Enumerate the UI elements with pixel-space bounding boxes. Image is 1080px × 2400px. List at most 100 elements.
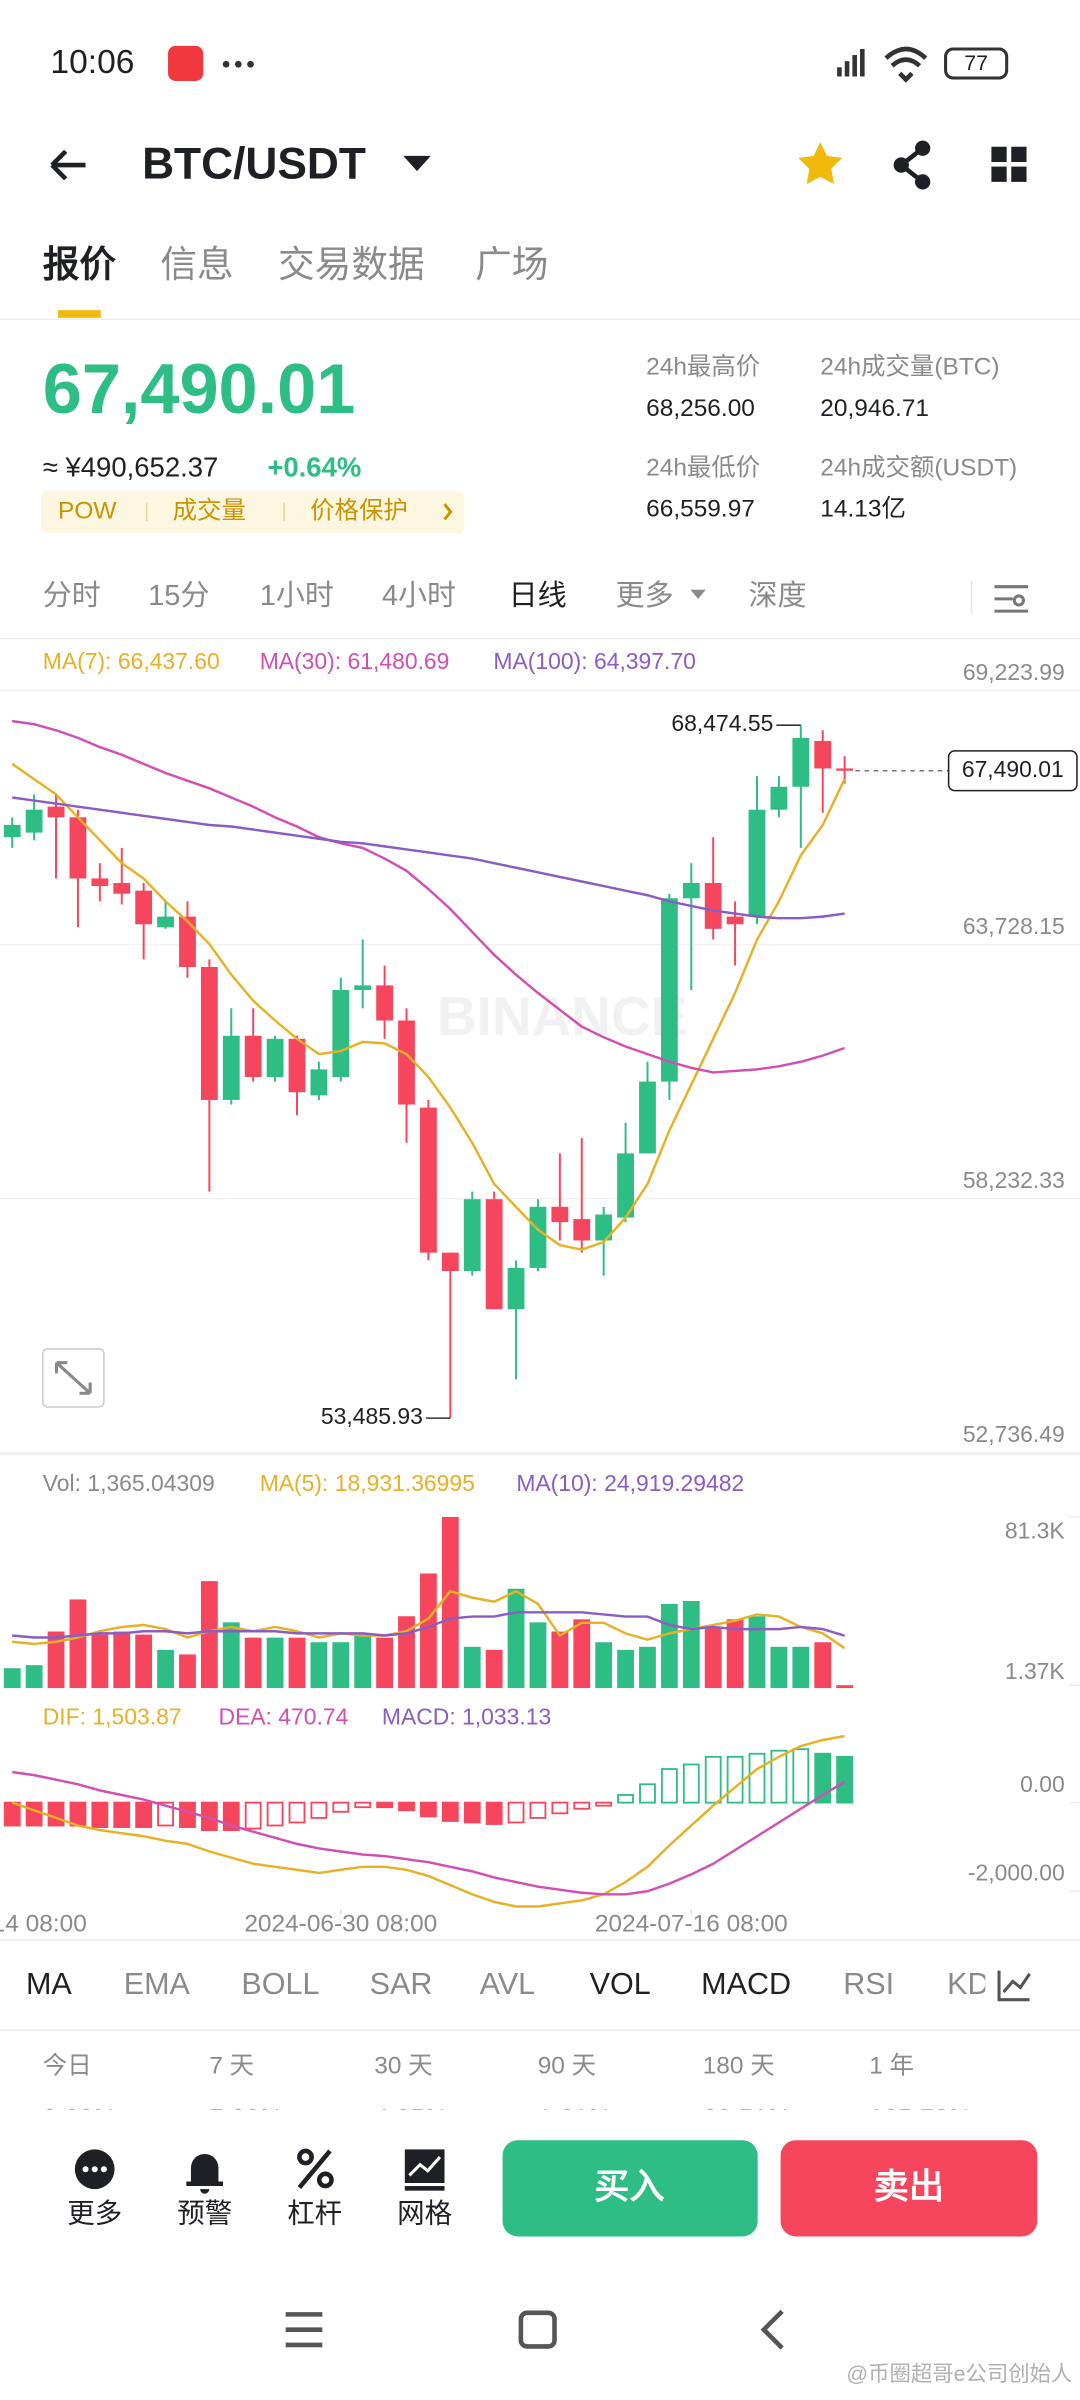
action-label[interactable]: 更多 [67, 2197, 122, 2228]
action-label[interactable]: 预警 [177, 2197, 232, 2228]
indicator-tab[interactable]: SAR [370, 1967, 433, 2001]
volume-bar [704, 1626, 722, 1689]
tag[interactable]: 价格保护 [310, 496, 408, 524]
tag[interactable]: POW [58, 497, 116, 524]
macd-bar [376, 1801, 394, 1809]
action-label[interactable]: 杠杆 [287, 2197, 342, 2228]
expand-button[interactable] [42, 1348, 105, 1408]
perf-value: 0.63% [43, 2103, 117, 2133]
macd-bar [354, 1801, 372, 1809]
sell-button[interactable] [780, 2140, 1038, 2237]
share-button[interactable] [893, 140, 931, 190]
stat-label: 24h最高价 [646, 353, 760, 381]
candle-body [617, 1153, 634, 1218]
volume-bar [441, 1516, 459, 1689]
volume-bar [25, 1665, 43, 1689]
stat-label: 24h成交量(BTC) [820, 353, 999, 381]
candle-body [244, 1035, 262, 1078]
chart-settings[interactable] [994, 585, 1029, 613]
interval[interactable]: 4小时 [382, 579, 456, 612]
legend-entry: MA(100): 64,397.70 [493, 648, 695, 674]
y-tick-label: -2,000.00 [968, 1859, 1065, 1885]
volume-bar [113, 1631, 131, 1689]
volume-bar [485, 1649, 503, 1689]
candle-body [113, 883, 131, 894]
interval[interactable]: 深度 [749, 579, 807, 612]
macd-bar [617, 1794, 634, 1804]
macd-bar [244, 1801, 262, 1830]
candle-body [47, 806, 65, 818]
macd-bar [485, 1801, 503, 1825]
last-price: 67,490.01 [43, 349, 356, 428]
macd-bar [529, 1801, 547, 1819]
candle-body [69, 817, 87, 879]
candle-body [704, 883, 722, 929]
interval[interactable]: 15分 [148, 580, 209, 612]
indicator-tab[interactable]: EMA [124, 1967, 191, 2001]
indicator-line [12, 1589, 846, 1650]
macd-bar [551, 1801, 569, 1815]
stat-value: 14.13亿 [820, 495, 906, 523]
indicator-settings[interactable] [997, 1970, 1031, 2002]
credit-watermark: @币圈超哥e公司创始人 [846, 2362, 1072, 2386]
nav-menu[interactable] [285, 2312, 323, 2348]
volume-bar [3, 1668, 21, 1689]
leverage-icon [297, 2148, 334, 2190]
macd-bar [420, 1801, 437, 1818]
interval[interactable]: 更多 [616, 579, 674, 612]
y-tick-label: 69,223.99 [963, 659, 1065, 685]
status-time: 10:06 [50, 44, 134, 81]
volume-bar [682, 1600, 700, 1689]
macd-bar [792, 1748, 810, 1804]
indicator-tab[interactable]: RSI [843, 1967, 894, 2001]
alert-icon [186, 2153, 224, 2194]
indicator-tab[interactable]: BOLL [241, 1967, 319, 2001]
indicator-tab[interactable]: MACD [701, 1967, 791, 2001]
macd-bar [441, 1801, 459, 1822]
macd-bar [660, 1768, 678, 1804]
indicator-tab[interactable]: KDJ [947, 1967, 1005, 2001]
candle-body [354, 985, 372, 990]
y-tick-label: 52,736.49 [963, 1421, 1065, 1447]
buy-button[interactable] [502, 2140, 758, 2237]
favorite-button[interactable] [798, 142, 843, 185]
back-button[interactable] [50, 149, 86, 181]
candle-body [573, 1219, 591, 1241]
y-tick-label: 63,728.15 [963, 913, 1065, 939]
candle-body [332, 989, 350, 1078]
volume-bar [69, 1599, 87, 1689]
buy-label[interactable]: 买入 [594, 2167, 664, 2206]
macd-bar [113, 1801, 131, 1828]
nav-back[interactable] [760, 2309, 784, 2350]
indicator-tab[interactable]: VOL [590, 1967, 651, 2001]
interval[interactable]: 日线 [509, 579, 567, 612]
tag-bar [41, 490, 465, 534]
tab[interactable]: 广场 [475, 244, 548, 285]
tab[interactable]: 交易数据 [278, 244, 425, 285]
indicator-tab[interactable]: AVL [480, 1967, 535, 2001]
pair-caret[interactable] [403, 155, 431, 172]
tab[interactable]: 报价 [43, 244, 117, 285]
interval[interactable]: 1小时 [260, 579, 334, 612]
macd-bar [135, 1801, 153, 1828]
candle-body [157, 916, 174, 928]
interval[interactable]: 分时 [43, 579, 101, 612]
pair-title[interactable]: BTC/USDT [142, 139, 366, 188]
tab[interactable]: 信息 [160, 244, 233, 285]
macd-bar [398, 1801, 415, 1812]
action-label[interactable]: 网格 [397, 2197, 452, 2228]
macd-bar [639, 1783, 656, 1804]
tag[interactable]: 成交量 [173, 496, 246, 524]
tab-indicator [58, 310, 101, 318]
layout-button[interactable] [991, 146, 1027, 182]
perf-value: 7.08% [209, 2103, 283, 2133]
indicator-tab[interactable]: MA [26, 1967, 72, 2001]
candle-body [3, 824, 21, 838]
candle-body [398, 1020, 415, 1105]
nav-home[interactable] [518, 2310, 557, 2349]
sell-label[interactable]: 卖出 [874, 2167, 944, 2206]
perf-values: 0.63% 7.08% 4.85% 1.61% 68.51% 125.73% [43, 2103, 972, 2133]
battery-level: 77 [964, 51, 988, 75]
more-icon [74, 2149, 115, 2190]
